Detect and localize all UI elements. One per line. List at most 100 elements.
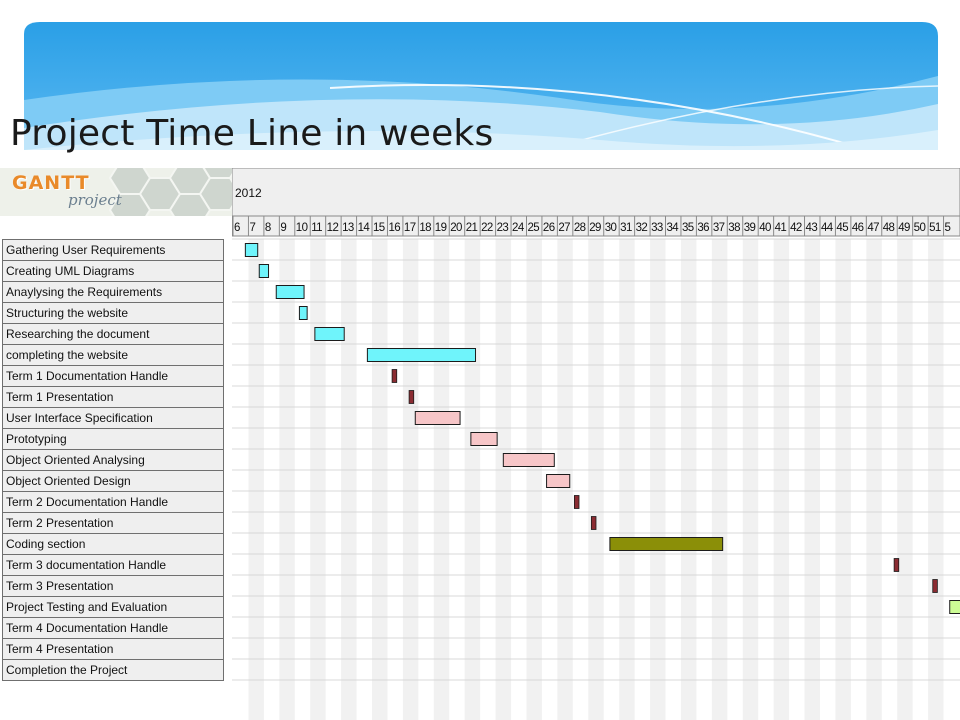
week-tick-label: 12 [327,222,339,234]
week-tick-label: 26 [543,222,555,234]
week-column-shade [928,239,944,720]
week-tick-label: 38 [728,222,740,234]
task-bar [258,264,270,278]
hexagon-pattern-icon [108,168,234,216]
week-tick-label: 42 [790,222,802,234]
week-column-shade [711,239,728,720]
week-column-shade [372,239,388,720]
week-tick-label: 29 [589,222,601,234]
task-label[interactable]: Term 2 Documentation Handle [2,492,224,513]
week-tick-label: 46 [852,222,864,234]
logo-gantt-text: GANTT [12,172,90,194]
week-column-shade [742,239,759,720]
week-column-shade [464,239,481,720]
week-tick-label: 18 [419,222,431,234]
task-label[interactable]: Term 4 Documentation Handle [2,618,224,639]
week-tick-label: 24 [512,222,525,234]
week-tick-label: 22 [481,222,493,234]
week-column-shade [619,239,635,720]
week-tick-label: 8 [265,222,271,234]
task-label[interactable]: Object Oriented Design [2,471,224,492]
task-label[interactable]: Term 1 Documentation Handle [2,366,224,387]
week-column-shade [680,239,697,720]
week-tick-label: 36 [697,222,709,234]
task-bar [609,537,724,551]
task-label[interactable]: Creating UML Diagrams [2,261,224,282]
week-tick-label: 20 [450,222,462,234]
task-label[interactable]: Coding section [2,534,224,555]
week-tick-label: 25 [527,222,539,234]
task-bar [414,411,461,425]
week-tick-label: 7 [249,222,255,234]
week-tick-label: 5 [945,222,951,234]
week-tick-label: 9 [280,222,286,234]
task-bar [470,432,498,446]
week-tick-label: 33 [651,222,663,234]
week-tick-label: 41 [775,222,787,234]
task-label[interactable]: User Interface Specification [2,408,224,429]
week-column-shade [248,239,264,720]
header-banner [0,22,960,170]
task-label[interactable]: Term 3 Presentation [2,576,224,597]
task-label[interactable]: Completion the Project [2,660,224,681]
task-bar [391,369,398,383]
week-tick-label: 43 [806,222,818,234]
week-tick-label: 15 [373,222,385,234]
gantt-chart: 2012 6 7 8 9 10 11 12 13 14 15 16 17 18 19 20 21 22 23 24 25… [232,168,960,720]
week-tick-label: 31 [620,222,632,234]
week-tick-label: 35 [682,222,694,234]
week-tick-label: 32 [636,222,648,234]
week-tick-label: 34 [667,222,680,234]
task-bar [298,306,308,320]
task-bar [502,453,555,467]
week-tick-label: 49 [898,222,910,234]
task-bar [546,474,571,488]
task-label[interactable]: Gathering User Requirements [2,239,224,261]
task-list: Gathering User Requirements Creating UML … [2,239,224,681]
task-label[interactable]: Term 4 Presentation [2,639,224,660]
task-bar [244,243,259,257]
task-label[interactable]: Term 1 Presentation [2,387,224,408]
week-tick-label: 19 [435,222,447,234]
task-bar [893,558,900,572]
task-label[interactable]: Term 2 Presentation [2,513,224,534]
week-column-shade [804,239,820,720]
week-tick-label: 11 [311,222,322,234]
week-tick-label: 47 [867,222,879,234]
week-column-shade [773,239,790,720]
week-tick-label: 40 [759,222,771,234]
task-bar [949,600,960,614]
task-label[interactable]: completing the website [2,345,224,366]
week-column-shade [310,239,326,720]
task-label[interactable]: Object Oriented Analysing [2,450,224,471]
year-label: 2012 [235,186,262,200]
task-label[interactable]: Project Testing and Evaluation [2,597,224,618]
week-column-shade [402,239,419,720]
week-header [232,215,960,237]
task-label[interactable]: Term 3 documentation Handle [2,555,224,576]
week-tick-label: 44 [821,222,834,234]
task-label[interactable]: Prototyping [2,429,224,450]
week-tick-label: 13 [342,222,354,234]
task-bar [573,495,580,509]
task-label[interactable]: Researching the document [2,324,224,345]
week-column-shade [588,239,604,720]
ganttproject-logo: GANTT project [0,168,234,216]
week-tick-label: 17 [404,222,416,234]
task-bar [275,285,305,299]
week-column-shade [495,239,512,720]
week-column-shade [866,239,882,720]
week-column-shade [526,239,542,720]
week-tick-label: 27 [558,222,570,234]
week-tick-label: 37 [713,222,725,234]
week-tick-label: 23 [497,222,509,234]
week-column-shade [279,239,295,720]
week-tick-label: 50 [914,222,926,234]
week-tick-label: 16 [388,222,400,234]
task-bar [314,327,345,341]
week-tick-label: 51 [929,222,941,234]
task-label[interactable]: Structuring the website [2,303,224,324]
week-column-shade [650,239,666,720]
task-label[interactable]: Anaylysing the Requirements [2,282,224,303]
slide-title: Project Time Line in weeks [10,113,494,154]
